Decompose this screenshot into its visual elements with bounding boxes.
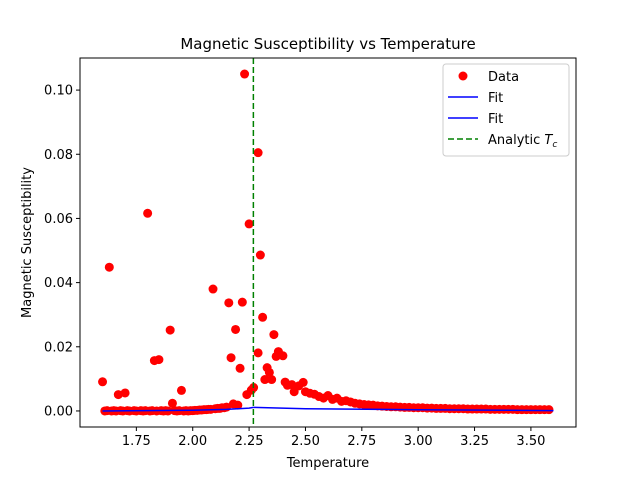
y-tick-label: 0.02 (44, 340, 73, 355)
y-tick-label: 0.00 (44, 404, 73, 419)
data-point (246, 385, 256, 395)
data-point (287, 380, 297, 390)
data-point (255, 250, 265, 260)
x-tick-label: 2.00 (178, 434, 207, 449)
data-point (113, 390, 123, 400)
y-tick-label: 0.10 (44, 84, 73, 99)
data-point (267, 375, 277, 385)
x-tick-label: 2.50 (291, 434, 320, 449)
x-axis: 1.75 2.00 2.25 2.50 2.75 3.00 3.25 3.50 (122, 427, 545, 449)
data-point (240, 69, 250, 79)
legend-label: Fit (488, 91, 503, 106)
data-point (244, 219, 254, 229)
data-point (544, 405, 554, 415)
data-point (154, 355, 164, 365)
data-point (235, 363, 245, 373)
legend-items: Data Fit Fit Analytic Tc (448, 70, 557, 150)
data-point (253, 348, 263, 358)
data-point (231, 324, 241, 334)
x-tick-label: 1.75 (122, 434, 151, 449)
x-tick-label: 2.75 (347, 434, 376, 449)
legend-marker-data (458, 71, 468, 81)
x-tick-label: 3.50 (516, 434, 545, 449)
data-point (104, 262, 114, 272)
data-point (278, 351, 288, 361)
x-tick-label: 3.25 (460, 434, 489, 449)
y-tick-label: 0.08 (44, 148, 73, 163)
y-axis-title: Magnetic Susceptibility (20, 167, 35, 318)
data-point (120, 388, 130, 398)
data-point (98, 377, 108, 387)
legend-label: Fit (488, 112, 503, 127)
data-point (237, 297, 247, 307)
data-point (253, 148, 263, 158)
legend-box (442, 63, 570, 157)
data-point (260, 375, 270, 385)
legend-label: Data (488, 70, 519, 85)
data-point (167, 398, 177, 408)
fit-line (102, 406, 254, 412)
data-point (143, 208, 153, 218)
data-point (176, 385, 186, 395)
data-point (224, 298, 234, 308)
x-tick-label: 2.25 (235, 434, 264, 449)
data-point (226, 353, 236, 363)
y-tick-label: 0.04 (44, 276, 73, 291)
chart-title: Magnetic Susceptibility vs Temperature (180, 35, 475, 53)
fit-line (253, 406, 554, 412)
x-tick-label: 3.00 (404, 434, 433, 449)
data-point (298, 377, 308, 387)
x-axis-title: Temperature (286, 456, 369, 471)
data-point (269, 330, 279, 340)
data-point (233, 400, 243, 410)
data-point (208, 284, 218, 294)
y-axis: 0.00 0.02 0.04 0.06 0.08 0.10 (44, 84, 80, 419)
y-tick-label: 0.06 (44, 212, 73, 227)
data-point (264, 367, 274, 377)
data-point (258, 312, 268, 322)
data-point (165, 325, 175, 335)
legend-label: Analytic Tc (488, 133, 557, 150)
series-layer (98, 58, 554, 427)
axes-border (79, 57, 577, 428)
legend: Data Fit Fit Analytic Tc (442, 63, 570, 157)
